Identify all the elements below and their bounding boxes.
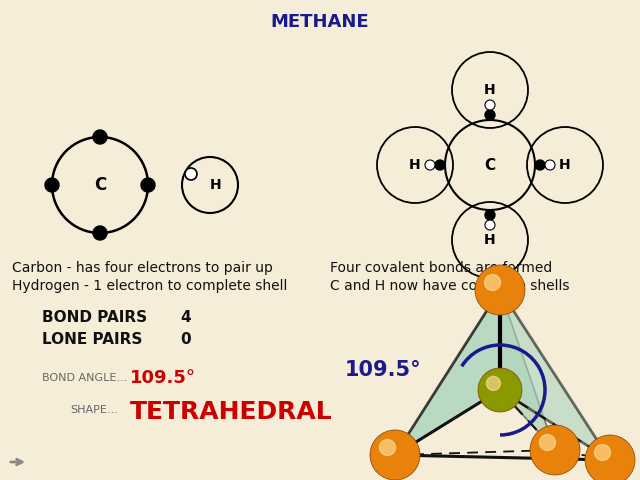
Circle shape: [485, 220, 495, 230]
Text: 109.5°: 109.5°: [345, 360, 422, 380]
Polygon shape: [500, 290, 610, 460]
Text: C: C: [484, 157, 495, 172]
Text: Carbon - has four electrons to pair up: Carbon - has four electrons to pair up: [12, 261, 273, 275]
Text: 0: 0: [180, 333, 191, 348]
Text: H: H: [484, 83, 496, 97]
Text: H: H: [409, 158, 421, 172]
Text: H: H: [484, 233, 496, 247]
Text: Hydrogen - 1 electron to complete shell: Hydrogen - 1 electron to complete shell: [12, 279, 287, 293]
Circle shape: [535, 160, 545, 170]
Circle shape: [486, 376, 500, 390]
Circle shape: [435, 160, 445, 170]
Circle shape: [425, 160, 435, 170]
Text: LONE PAIRS: LONE PAIRS: [42, 333, 142, 348]
Circle shape: [540, 434, 556, 451]
Circle shape: [545, 160, 555, 170]
Circle shape: [93, 226, 107, 240]
Circle shape: [485, 100, 495, 110]
Circle shape: [595, 444, 611, 460]
Circle shape: [478, 368, 522, 412]
Circle shape: [485, 110, 495, 120]
Text: BOND ANGLE...: BOND ANGLE...: [42, 373, 127, 383]
Text: SHAPE...: SHAPE...: [70, 405, 118, 415]
Circle shape: [185, 168, 197, 180]
Circle shape: [93, 130, 107, 144]
Circle shape: [484, 275, 500, 290]
Circle shape: [380, 440, 396, 456]
Text: TETRAHEDRAL: TETRAHEDRAL: [130, 400, 333, 424]
Text: BOND PAIRS: BOND PAIRS: [42, 311, 147, 325]
Circle shape: [530, 425, 580, 475]
Circle shape: [370, 430, 420, 480]
Text: C: C: [94, 176, 106, 194]
Text: 109.5°: 109.5°: [130, 369, 196, 387]
Circle shape: [45, 178, 59, 192]
Text: Four covalent bonds are formed: Four covalent bonds are formed: [330, 261, 552, 275]
Circle shape: [141, 178, 155, 192]
Polygon shape: [395, 290, 500, 455]
Text: METHANE: METHANE: [271, 13, 369, 31]
Text: H: H: [210, 178, 222, 192]
Circle shape: [475, 265, 525, 315]
Circle shape: [585, 435, 635, 480]
Text: H: H: [559, 158, 571, 172]
Text: 4: 4: [180, 311, 191, 325]
Polygon shape: [500, 290, 555, 450]
Text: C and H now have complete shells: C and H now have complete shells: [330, 279, 570, 293]
Circle shape: [485, 210, 495, 220]
